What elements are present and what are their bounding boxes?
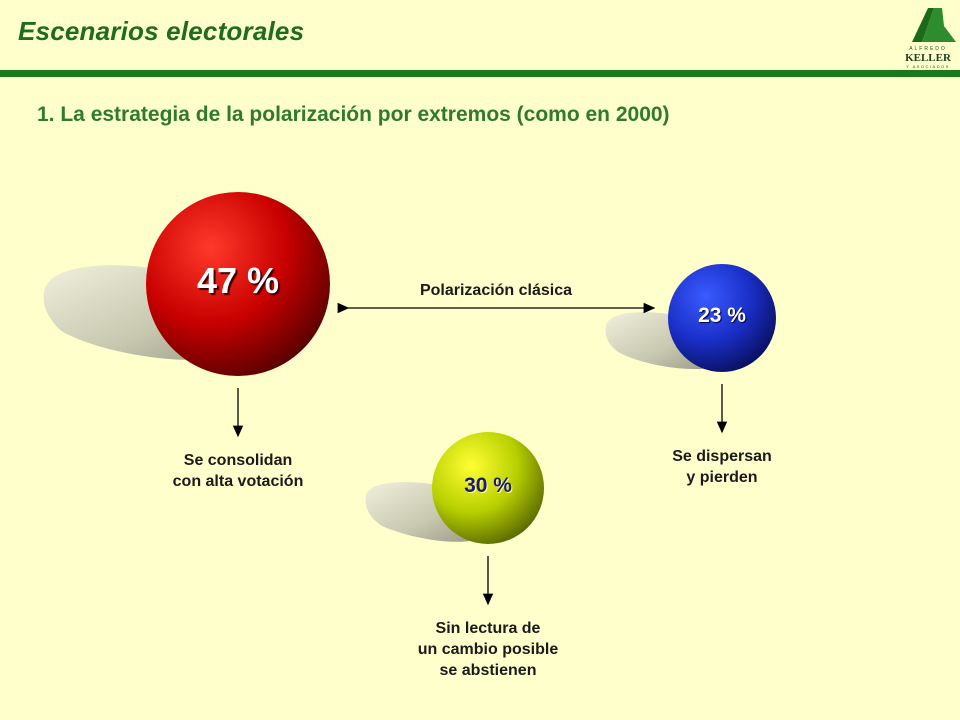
caption-30-line3: se abstienen bbox=[439, 662, 537, 679]
value-label-30: 30 % bbox=[464, 474, 512, 497]
sphere-30 bbox=[432, 432, 544, 544]
slide-subtitle: 1. La estrategia de la polarización por … bbox=[37, 103, 670, 126]
sphere-23 bbox=[668, 264, 776, 372]
header-divider bbox=[0, 70, 960, 77]
caption-23-line2: y pierden bbox=[686, 469, 758, 486]
caption-23: Se dispersan y pierden bbox=[622, 446, 822, 488]
arrow-label: Polarización clásica bbox=[419, 282, 573, 299]
logo-mark-icon bbox=[912, 8, 956, 42]
sphere-47 bbox=[146, 192, 330, 376]
caption-30: Sin lectura de un cambio posible se abst… bbox=[378, 618, 598, 681]
caption-47-line2: con alta votación bbox=[172, 473, 304, 490]
company-logo: ALFREDO KELLER Y ASOCIADOS bbox=[898, 6, 958, 69]
caption-23-line1: Se dispersan bbox=[672, 448, 772, 465]
value-label-23: 23 % bbox=[698, 304, 746, 327]
caption-30-line1: Sin lectura de bbox=[435, 620, 541, 637]
caption-30-line2: un cambio posible bbox=[417, 641, 559, 658]
value-label-47: 47 % bbox=[196, 260, 280, 301]
logo-main-text: KELLER bbox=[905, 52, 951, 64]
logo-top-text: ALFREDO bbox=[909, 46, 947, 52]
caption-47-line1: Se consolidan bbox=[183, 452, 293, 469]
caption-47: Se consolidan con alta votación bbox=[138, 450, 338, 492]
page-title: Escenarios electorales bbox=[18, 16, 305, 46]
logo-bottom-text: Y ASOCIADOS bbox=[906, 64, 950, 69]
